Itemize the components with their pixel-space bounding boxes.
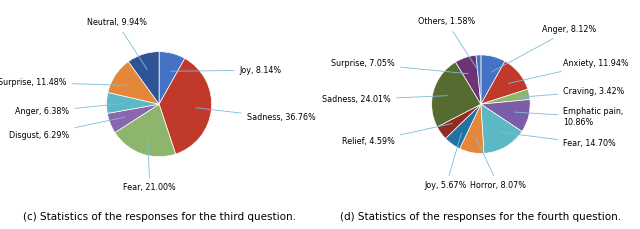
Text: Surprise, 7.05%: Surprise, 7.05%	[332, 59, 468, 74]
Text: Horror, 8.07%: Horror, 8.07%	[470, 138, 526, 190]
Wedge shape	[460, 104, 484, 153]
Wedge shape	[481, 55, 505, 104]
Wedge shape	[106, 93, 159, 113]
Text: Fear, 21.00%: Fear, 21.00%	[124, 139, 176, 192]
Text: Joy, 8.14%: Joy, 8.14%	[170, 66, 282, 75]
Text: Surprise, 11.48%: Surprise, 11.48%	[0, 78, 128, 87]
Wedge shape	[456, 55, 481, 104]
Wedge shape	[481, 89, 530, 104]
Text: Anxiety, 11.94%: Anxiety, 11.94%	[508, 59, 629, 83]
Wedge shape	[108, 104, 159, 133]
Title: (d) Statistics of the responses for the fourth question.: (d) Statistics of the responses for the …	[340, 212, 621, 222]
Wedge shape	[481, 61, 528, 104]
Wedge shape	[108, 62, 159, 104]
Text: Anger, 6.38%: Anger, 6.38%	[15, 104, 122, 116]
Text: Joy, 5.67%: Joy, 5.67%	[425, 133, 467, 190]
Wedge shape	[437, 104, 481, 138]
Wedge shape	[481, 99, 530, 131]
Wedge shape	[481, 104, 522, 153]
Wedge shape	[431, 62, 481, 127]
Text: Others, 1.58%: Others, 1.58%	[418, 17, 478, 70]
Wedge shape	[476, 55, 481, 104]
Text: Sadness, 36.76%: Sadness, 36.76%	[196, 108, 316, 122]
Wedge shape	[159, 58, 212, 154]
Wedge shape	[115, 104, 175, 157]
Wedge shape	[159, 52, 185, 104]
Text: Craving, 3.42%: Craving, 3.42%	[515, 87, 625, 98]
Text: Fear, 14.70%: Fear, 14.70%	[500, 132, 616, 148]
Title: (c) Statistics of the responses for the third question.: (c) Statistics of the responses for the …	[22, 212, 296, 222]
Text: Relief, 4.59%: Relief, 4.59%	[342, 123, 452, 146]
Text: Sadness, 24.01%: Sadness, 24.01%	[323, 95, 447, 104]
Text: Anger, 8.12%: Anger, 8.12%	[492, 25, 596, 72]
Wedge shape	[445, 104, 481, 149]
Text: Neutral, 9.94%: Neutral, 9.94%	[86, 18, 147, 70]
Wedge shape	[129, 52, 159, 104]
Text: Disgust, 6.29%: Disgust, 6.29%	[9, 117, 125, 140]
Text: Emphatic pain,
10.86%: Emphatic pain, 10.86%	[515, 107, 623, 127]
